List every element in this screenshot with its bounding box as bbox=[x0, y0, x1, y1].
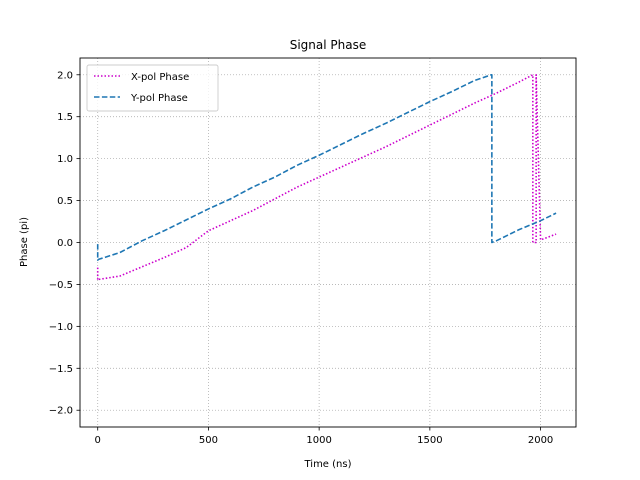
y-tick-label: 0.5 bbox=[57, 196, 73, 207]
y-tick-label: 0.0 bbox=[57, 238, 73, 249]
x-tick-label: 0 bbox=[95, 435, 101, 446]
y-tick-label: 1.5 bbox=[57, 112, 73, 123]
y-tick-label: −0.5 bbox=[49, 280, 73, 291]
axis-ticks: 0 500 1000 1500 2000 −2.0 −1.5 −1.0 −0.5 0.0 0.5 1.… bbox=[49, 70, 554, 446]
y-tick-label: 2.0 bbox=[57, 70, 73, 81]
y-tick-label: 1.0 bbox=[57, 154, 73, 165]
y-tick-label: −1.5 bbox=[49, 364, 73, 375]
chart-title: Signal Phase bbox=[290, 38, 367, 52]
legend: X-pol Phase Y-pol Phase bbox=[86, 64, 219, 112]
legend-label-y-pol: Y-pol Phase bbox=[130, 93, 188, 104]
y-tick-label: −1.0 bbox=[49, 322, 73, 333]
x-tick-label: 2000 bbox=[528, 435, 553, 446]
y-tick-label: −2.0 bbox=[49, 406, 73, 417]
series-line-y-pol bbox=[96, 73, 557, 261]
series-layer bbox=[96, 73, 557, 282]
x-tick-label: 500 bbox=[199, 435, 218, 446]
x-tick-label: 1000 bbox=[306, 435, 331, 446]
x-tick-label: 1500 bbox=[417, 435, 442, 446]
y-axis-label: Phase (pi) bbox=[19, 217, 30, 267]
x-axis-label: Time (ns) bbox=[303, 459, 351, 470]
legend-label-x-pol: X-pol Phase bbox=[131, 72, 189, 83]
